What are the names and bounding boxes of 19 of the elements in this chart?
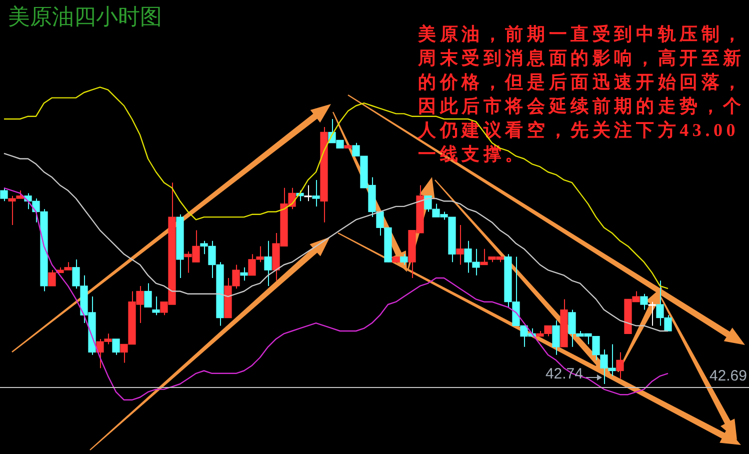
- candlestick: [400, 254, 408, 266]
- candlestick: [480, 248, 488, 266]
- candlestick: [640, 293, 648, 310]
- candlestick: [0, 187, 8, 202]
- candlestick: [240, 266, 248, 282]
- candlestick: [264, 240, 272, 286]
- candlestick: [456, 224, 464, 266]
- candlestick: [616, 352, 624, 380]
- candlestick: [112, 338, 120, 356]
- annotation: 美原油，前期一直受到中轨压制，周末受到消息面的影响，高开至新的价格，但是后面迅速开始回落，因此后市将会延续前期的走势，个人仍建议看空，先关注下方43.00一线支撑。: [418, 23, 746, 166]
- annotation: 42.74: [545, 366, 583, 383]
- candlestick: [552, 320, 560, 356]
- candlestick: [144, 282, 152, 308]
- annotation: 42.69: [709, 367, 747, 384]
- chart-title: 美原油四小时图: [8, 4, 162, 29]
- candlestick: [152, 296, 160, 316]
- candlestick: [312, 179, 320, 207]
- candlestick: [648, 301, 656, 326]
- candlestick: [304, 184, 312, 202]
